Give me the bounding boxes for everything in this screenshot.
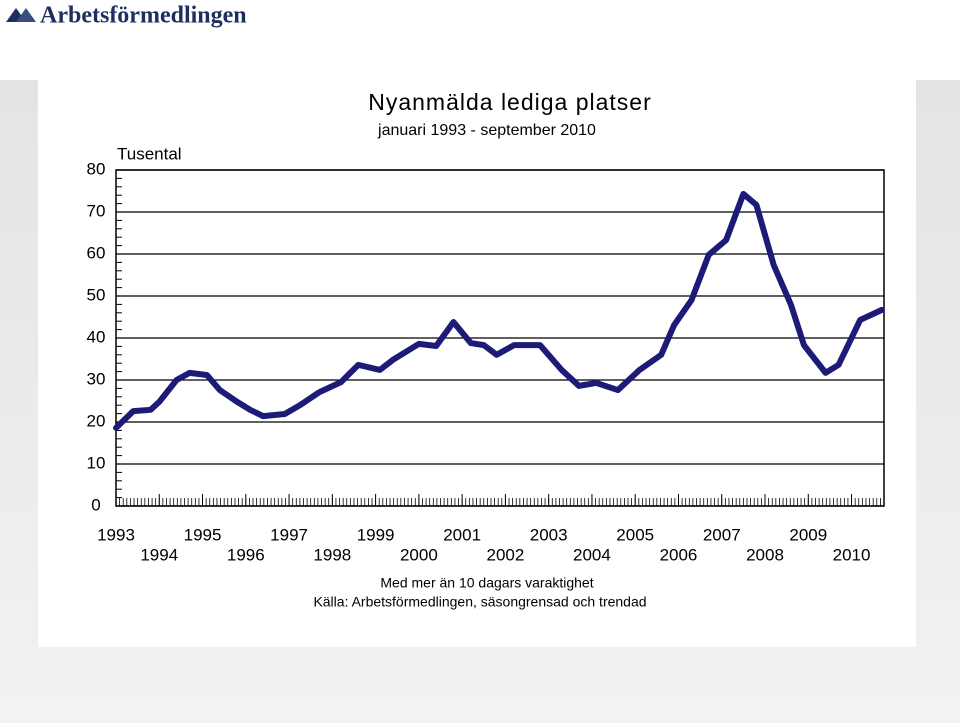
chart-subtitle: januari 1993 - september 2010 <box>377 122 596 139</box>
y-tick-label: 80 <box>87 159 106 178</box>
y-tick-label: 40 <box>87 327 106 346</box>
y-tick-label: 10 <box>87 453 106 472</box>
x-tick-label: 2001 <box>443 525 481 544</box>
x-tick-label: 1998 <box>313 545 351 564</box>
x-tick-label: 2003 <box>530 525 568 544</box>
x-tick-label: 2010 <box>833 545 871 564</box>
y-tick-label: 50 <box>87 285 106 304</box>
x-tick-label: 2002 <box>486 545 524 564</box>
data-line <box>113 190 885 431</box>
x-tick-label: 1994 <box>140 545 178 564</box>
x-tick-label: 1993 <box>97 525 135 544</box>
x-tick-label: 2008 <box>746 545 784 564</box>
x-tick-label: 1995 <box>184 525 222 544</box>
x-tick-label: 2000 <box>400 545 438 564</box>
note: Källa: Arbetsförmedlingen, säsongrensad … <box>313 594 646 610</box>
y-tick-label: 60 <box>87 243 106 262</box>
x-tick-label: 1996 <box>227 545 265 564</box>
x-tick-label: 2007 <box>703 525 741 544</box>
x-tick-label: 2009 <box>789 525 827 544</box>
y-axis-label: Tusental <box>117 144 182 163</box>
logo-text: Arbetsförmedlingen <box>40 3 247 29</box>
chart-title: Nyanmälda lediga platser <box>368 89 652 115</box>
y-tick-label: 0 <box>91 495 100 514</box>
x-tick-label: 1997 <box>270 525 308 544</box>
x-tick-label: 2004 <box>573 545 611 564</box>
y-tick-label: 70 <box>87 201 106 220</box>
x-tick-label: 1999 <box>357 525 395 544</box>
y-tick-label: 20 <box>87 411 106 430</box>
slide <box>38 62 916 647</box>
y-tick-label: 30 <box>87 369 106 388</box>
x-tick-label: 2006 <box>660 545 698 564</box>
logo-icon <box>6 8 36 22</box>
note: Med mer än 10 dagars varaktighet <box>380 575 593 591</box>
x-tick-label: 2005 <box>616 525 654 544</box>
